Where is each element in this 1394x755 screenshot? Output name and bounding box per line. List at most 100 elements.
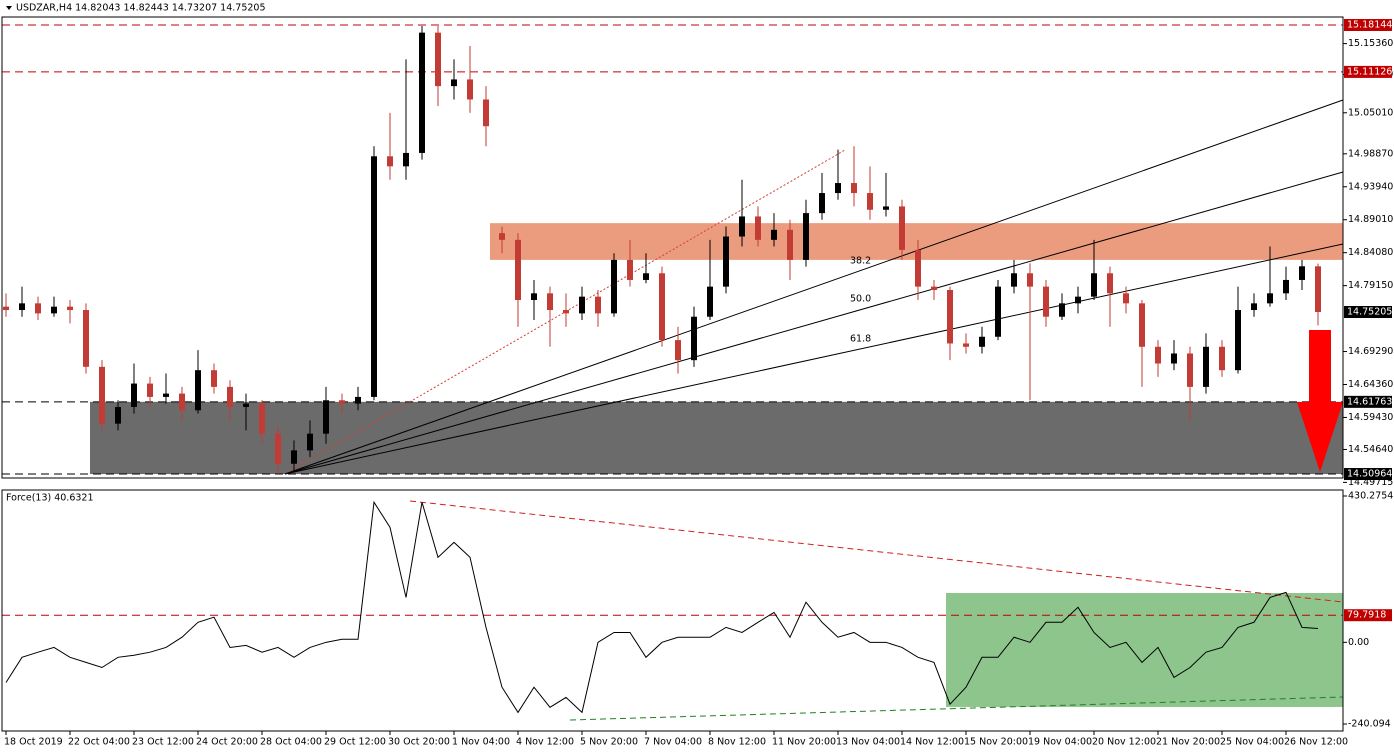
candle-body [1251, 303, 1257, 311]
y-tick-label: 14.49715 [1348, 477, 1393, 488]
level-label: 14.50964 [1347, 469, 1392, 480]
candle-body [723, 236, 729, 287]
x-tick-label: 19 Nov 04:00 [1028, 737, 1092, 748]
level-label-bg [1344, 18, 1392, 31]
y-tick-label: 14.79150 [1348, 280, 1393, 291]
chart-title: USDZAR,H4 14.82043 14.82443 14.73207 14.… [16, 3, 266, 14]
candle-body [179, 393, 185, 411]
level-label-bg [1344, 468, 1392, 481]
level-label-bg [1344, 306, 1392, 319]
candle-body [371, 156, 377, 397]
candle-body [419, 32, 425, 153]
fib-label: 50.0 [850, 294, 871, 305]
fib-label: 38.2 [850, 256, 871, 267]
candle-body [1219, 346, 1225, 371]
candle-body [163, 393, 169, 397]
level-label-bg [1344, 65, 1392, 78]
fan-line [284, 171, 1344, 475]
candle-body [1155, 346, 1161, 364]
candle-body [883, 206, 889, 210]
candle-body [899, 206, 905, 250]
fan-line [284, 243, 1344, 475]
candle-body [691, 316, 697, 361]
candle-body [3, 306, 9, 311]
candle-body [643, 273, 649, 280]
y-tick-label: 14.59430 [1348, 412, 1393, 423]
candle-body [515, 239, 521, 301]
candle-body [915, 249, 921, 287]
candle-body [1107, 273, 1113, 294]
y-tick-label: 14.64360 [1348, 379, 1393, 390]
candle-body [387, 156, 393, 167]
x-tick-label: 1 Nov 04:00 [452, 737, 510, 748]
fan-line [284, 99, 1344, 475]
candle-body [995, 286, 1001, 337]
x-tick-label: 21 Nov 20:00 [1156, 737, 1220, 748]
candle-body [1075, 296, 1081, 304]
candle-body [963, 343, 969, 347]
candle-body [355, 396, 361, 404]
candle-body [611, 259, 617, 314]
x-tick-label: 29 Oct 12:00 [324, 737, 386, 748]
candle-body [803, 213, 809, 260]
level-label: 15.11126 [1347, 66, 1392, 77]
candle-body [1315, 266, 1321, 313]
candle-body [1139, 303, 1145, 347]
candle-body [195, 370, 201, 411]
candle-body [1171, 353, 1177, 364]
drawings [284, 99, 1344, 721]
x-tick-label: 4 Nov 12:00 [516, 737, 574, 748]
x-tick-label: 28 Oct 04:00 [260, 737, 322, 748]
candle-body [739, 216, 745, 237]
force-panel [1, 489, 1344, 732]
candle-body [579, 296, 585, 314]
candle-body [227, 386, 233, 407]
candle-body [435, 32, 441, 87]
trend-line [409, 500, 1344, 603]
title-arrow [6, 6, 12, 10]
candle-body [1283, 279, 1289, 294]
candle-body [755, 216, 761, 240]
candle-body [1123, 293, 1129, 304]
candle-body [291, 450, 297, 464]
candle-body [595, 296, 601, 314]
candle-body [67, 306, 73, 311]
candle-body [531, 293, 537, 301]
y-tick-label: 15.05010 [1348, 107, 1393, 118]
x-tick-label: 15 Nov 20:00 [964, 737, 1028, 748]
y-tick-label: 14.84080 [1348, 247, 1393, 258]
y-tick-label: 14.89010 [1348, 214, 1393, 225]
candle-body [275, 433, 281, 464]
zones [2, 24, 1343, 707]
candle-body [1203, 346, 1209, 387]
candle-body [771, 229, 777, 240]
candle-body [1267, 293, 1273, 304]
x-tick-label: 11 Nov 20:00 [772, 737, 836, 748]
x-tick-label: 7 Nov 04:00 [644, 737, 702, 748]
candle-body [547, 293, 553, 311]
candle-body [339, 400, 345, 404]
y-tick-label: 430.2754 [1348, 490, 1393, 501]
candle-body [659, 273, 665, 341]
candle-body [19, 303, 25, 311]
level-label: 14.75205 [1347, 307, 1392, 318]
x-tick-label: 26 Nov 12:00 [1284, 737, 1348, 748]
y-tick-label: 14.93940 [1348, 181, 1393, 192]
candle-body [707, 286, 713, 317]
candle-body [1187, 353, 1193, 387]
candle-body [1059, 303, 1065, 317]
candle-body [483, 99, 489, 127]
candle-body [979, 336, 985, 347]
candle-body [243, 403, 249, 407]
y-tick-label: 14.69290 [1348, 346, 1393, 357]
candle-body [259, 403, 265, 434]
level-label: 14.61763 [1347, 396, 1392, 407]
x-tick-label: 24 Oct 20:00 [196, 737, 258, 748]
candle-body [787, 229, 793, 260]
candle-body [1043, 286, 1049, 317]
candle-body [819, 193, 825, 214]
level-label: 79.7918 [1347, 610, 1386, 621]
candle-body [627, 259, 633, 280]
zone [90, 401, 1343, 475]
candle-body [931, 286, 937, 290]
